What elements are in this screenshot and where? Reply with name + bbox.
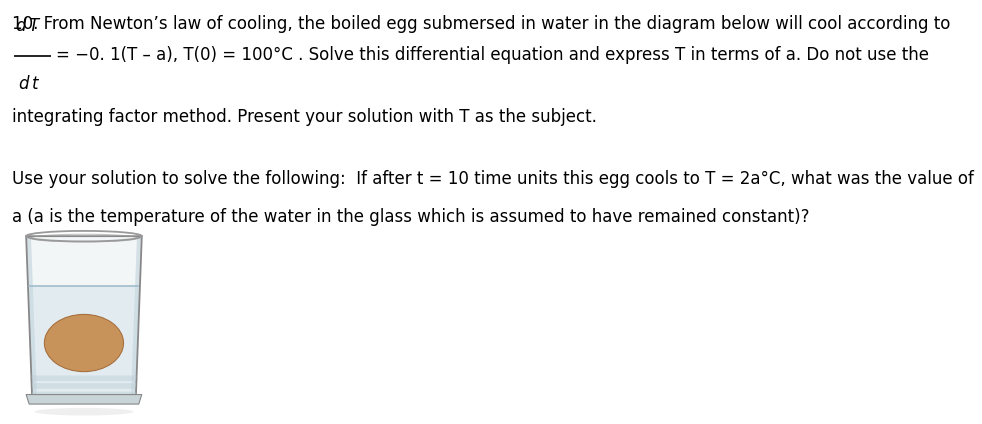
Polygon shape <box>27 286 140 400</box>
Ellipse shape <box>44 315 124 371</box>
Text: integrating factor method. Present your solution with T as the subject.: integrating factor method. Present your … <box>12 108 597 126</box>
Polygon shape <box>27 394 141 404</box>
Text: 10. From Newton’s law of cooling, the boiled egg submersed in water in the diagr: 10. From Newton’s law of cooling, the bo… <box>12 15 951 33</box>
Polygon shape <box>27 236 141 400</box>
Ellipse shape <box>34 408 134 416</box>
Polygon shape <box>31 383 136 389</box>
Text: $d\,T$: $d\,T$ <box>15 17 41 35</box>
Text: = −0. 1(T – a), T(0) = 100°C . Solve this differential equation and express T in: = −0. 1(T – a), T(0) = 100°C . Solve thi… <box>56 46 929 64</box>
Polygon shape <box>27 236 37 400</box>
Text: Use your solution to solve the following:  If after t = 10 time units this egg c: Use your solution to solve the following… <box>12 170 974 187</box>
Text: $d\,t$: $d\,t$ <box>18 75 40 93</box>
Polygon shape <box>31 376 136 381</box>
Polygon shape <box>32 392 136 396</box>
Text: a (a is the temperature of the water in the glass which is assumed to have remai: a (a is the temperature of the water in … <box>12 208 809 226</box>
Polygon shape <box>131 236 141 400</box>
